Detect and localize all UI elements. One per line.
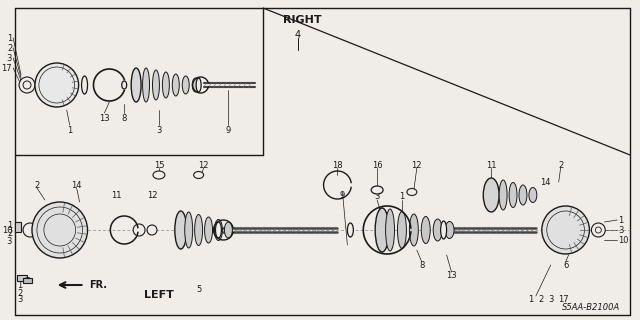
Ellipse shape [433,219,442,241]
Bar [17,275,27,281]
Text: S5AA-B2100A: S5AA-B2100A [562,303,620,313]
Ellipse shape [194,172,204,179]
Text: 2: 2 [538,295,543,305]
Text: 9: 9 [226,125,231,134]
Text: 9: 9 [340,190,345,199]
Circle shape [133,224,145,236]
Ellipse shape [397,212,406,249]
Ellipse shape [163,72,170,98]
Ellipse shape [192,78,199,92]
Text: 1: 1 [528,295,534,305]
Bar [15,222,21,232]
Text: 14: 14 [541,178,551,187]
Circle shape [542,206,589,254]
Text: 16: 16 [372,161,383,170]
Ellipse shape [185,212,193,248]
Ellipse shape [348,223,353,237]
Ellipse shape [407,188,417,196]
Text: 1: 1 [618,215,623,225]
Text: LEFT: LEFT [144,290,174,300]
Text: 6: 6 [563,260,568,269]
Ellipse shape [214,220,223,241]
Text: 1: 1 [7,34,12,43]
Text: RIGHT: RIGHT [284,15,322,25]
Ellipse shape [205,217,212,243]
Text: 3: 3 [17,295,23,305]
Ellipse shape [385,209,394,251]
Text: 7: 7 [24,277,29,286]
Text: 12: 12 [412,161,422,170]
Ellipse shape [375,208,389,252]
Circle shape [147,225,157,235]
Text: 2: 2 [17,289,22,298]
Text: 13: 13 [99,114,109,123]
Text: 4: 4 [295,30,301,40]
Ellipse shape [122,81,127,89]
Ellipse shape [499,180,507,210]
Ellipse shape [529,188,537,203]
Ellipse shape [152,70,159,100]
Ellipse shape [196,78,201,92]
Text: 2: 2 [558,161,563,170]
Ellipse shape [153,171,165,179]
Text: 3: 3 [7,236,12,245]
Ellipse shape [143,68,150,102]
Text: 13: 13 [446,270,457,279]
Text: 12: 12 [147,190,157,199]
Text: 18: 18 [332,161,343,170]
Ellipse shape [509,182,517,207]
Text: 14: 14 [72,180,82,189]
Circle shape [591,223,605,237]
Ellipse shape [440,221,447,239]
Circle shape [595,227,602,233]
Ellipse shape [172,74,179,96]
Text: 1: 1 [17,282,22,291]
Text: FR.: FR. [90,280,108,290]
Circle shape [35,63,79,107]
Ellipse shape [216,222,221,238]
Text: 3: 3 [156,125,162,134]
Text: 17: 17 [558,295,569,305]
Ellipse shape [483,178,499,212]
Text: 1: 1 [67,125,72,134]
Circle shape [19,77,35,93]
Text: 10: 10 [618,236,628,244]
Ellipse shape [410,214,419,246]
Ellipse shape [519,185,527,205]
Ellipse shape [421,217,430,244]
Ellipse shape [81,76,88,94]
Ellipse shape [182,76,189,94]
Ellipse shape [225,222,232,238]
Ellipse shape [131,68,141,102]
Circle shape [23,223,37,237]
Bar [23,278,32,283]
Text: 1: 1 [399,191,404,201]
Ellipse shape [371,186,383,194]
Text: 3: 3 [374,191,380,201]
Text: 12: 12 [198,161,209,170]
Text: 10: 10 [2,226,12,235]
Text: 2: 2 [7,228,12,237]
Text: 8: 8 [419,260,424,269]
Text: 15: 15 [154,161,164,170]
Text: 3: 3 [618,226,623,235]
Text: 8: 8 [122,114,127,123]
Text: 1: 1 [7,220,12,229]
Ellipse shape [445,221,454,238]
Text: 11: 11 [486,161,497,170]
Text: 2: 2 [35,180,40,189]
Text: 3: 3 [7,53,12,62]
Text: 3: 3 [548,295,554,305]
Circle shape [32,202,88,258]
Text: 11: 11 [111,190,122,199]
Ellipse shape [195,214,203,245]
Ellipse shape [175,211,187,249]
Text: 5: 5 [196,285,201,294]
Text: 2: 2 [7,44,12,52]
Circle shape [23,81,31,89]
Text: 17: 17 [1,63,12,73]
